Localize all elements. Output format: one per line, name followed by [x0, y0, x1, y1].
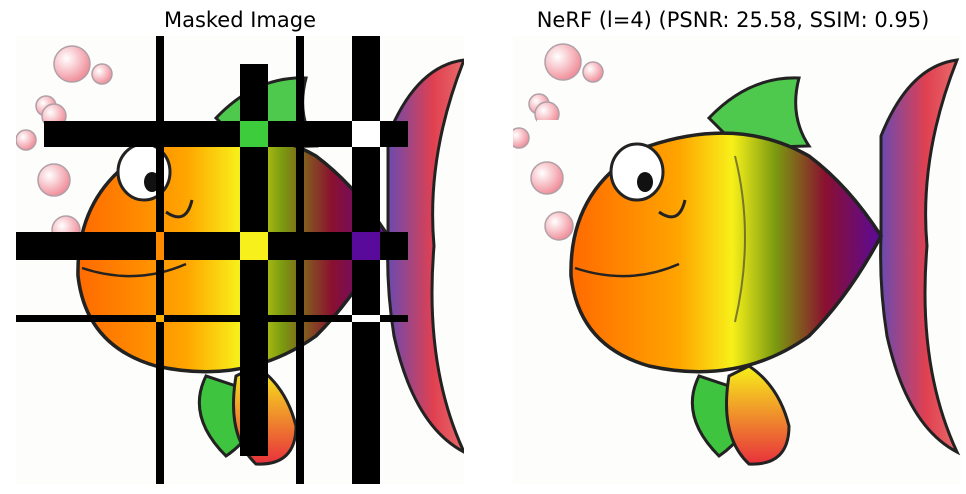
bubbles [513, 43, 604, 241]
masked-image-panel [16, 36, 464, 484]
mask-gaps [156, 121, 380, 322]
nerf-result-title: NeRF (l=4) (PSNR: 25.58, SSIM: 0.95) [536, 8, 930, 32]
reconstruction-gap [537, 120, 597, 150]
fish [569, 58, 961, 466]
nerf-result-panel [513, 36, 961, 484]
masked-image-title: Masked Image [163, 8, 317, 32]
